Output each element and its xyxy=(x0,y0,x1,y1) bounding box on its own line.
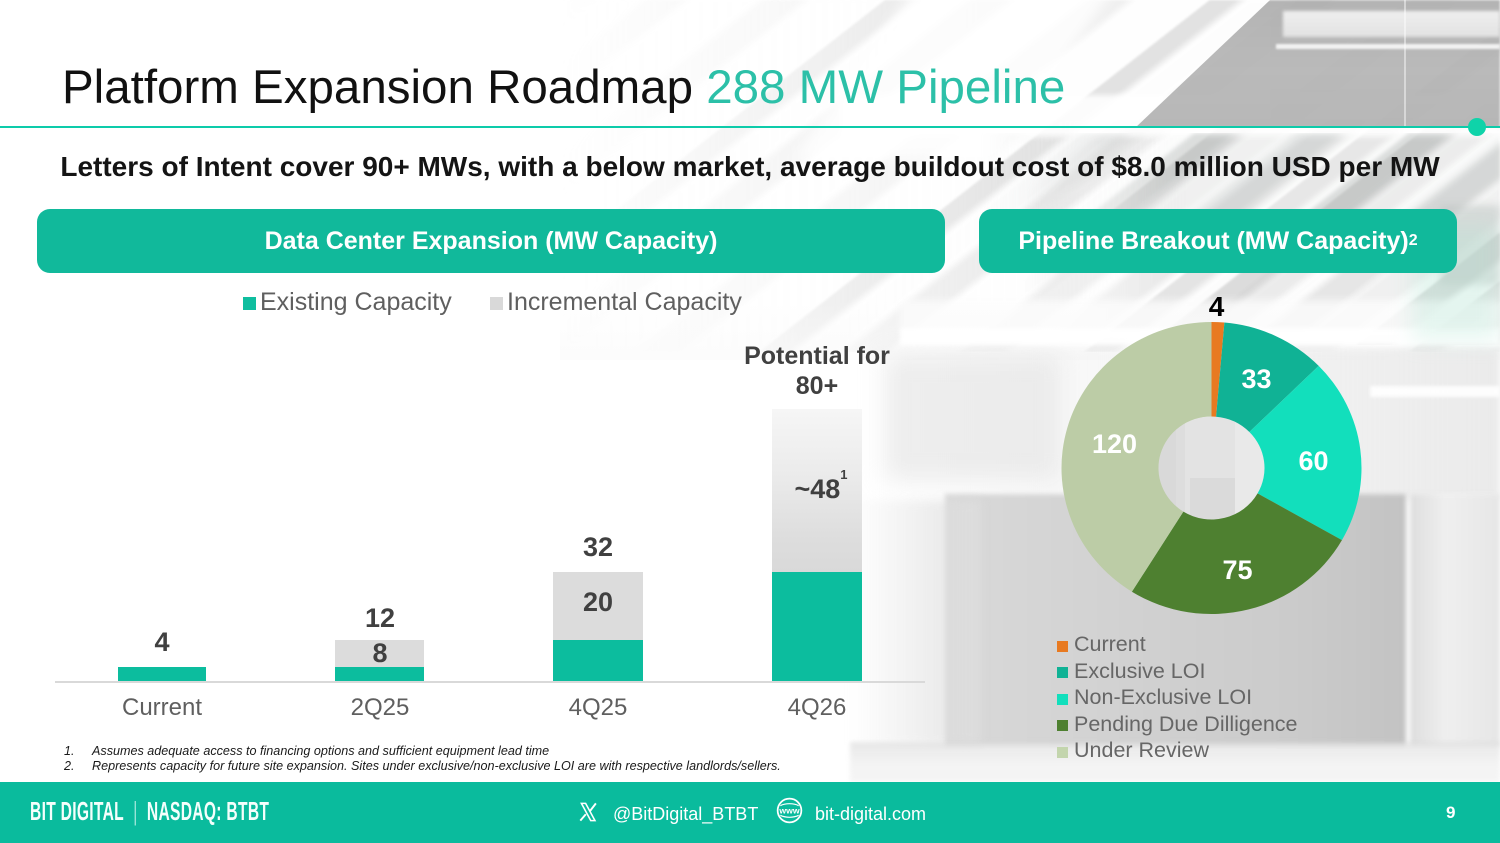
svg-text:www: www xyxy=(778,806,799,816)
